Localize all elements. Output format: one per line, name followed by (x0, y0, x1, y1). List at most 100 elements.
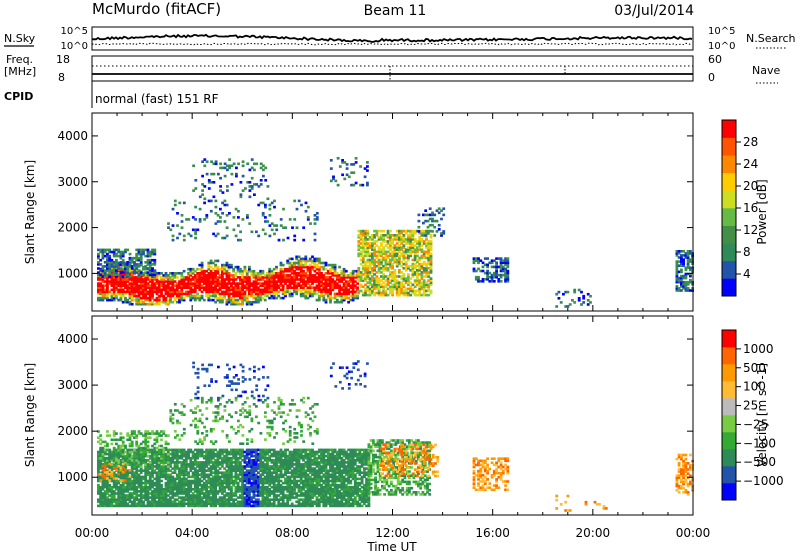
data-cell (112, 479, 116, 483)
data-cell (270, 490, 274, 493)
data-cell (488, 271, 492, 275)
data-cell (182, 465, 186, 468)
data-cell (211, 498, 215, 501)
data-cell (684, 272, 688, 276)
data-cell (223, 467, 226, 470)
data-cell (366, 269, 370, 272)
data-cell (189, 286, 193, 289)
data-cell (407, 273, 410, 276)
data-cell (364, 289, 367, 293)
data-cell (266, 504, 269, 508)
data-cell (398, 260, 401, 264)
data-cell (144, 290, 148, 294)
data-cell (214, 276, 217, 279)
data-cell (209, 282, 213, 285)
data-cell (302, 278, 305, 281)
data-cell (101, 477, 105, 481)
data-cell (209, 199, 213, 203)
data-cell (108, 494, 112, 497)
data-cell (130, 485, 134, 489)
data-cell (371, 269, 374, 272)
data-cell (422, 250, 426, 254)
data-cell (180, 214, 184, 217)
data-cell (266, 473, 269, 477)
data-cell (239, 193, 243, 196)
data-cell (322, 296, 326, 300)
data-cell (182, 234, 186, 238)
data-cell (236, 465, 240, 468)
data-cell (182, 477, 186, 481)
data-cell (266, 494, 269, 497)
data-cell (164, 494, 168, 497)
data-cell (311, 274, 314, 277)
data-cell (416, 254, 419, 258)
data-cell (218, 485, 222, 489)
data-cell (133, 498, 136, 501)
data-cell (119, 294, 123, 298)
data-cell (364, 231, 367, 235)
data-cell (223, 267, 226, 271)
data-cell (133, 463, 136, 466)
data-cell (234, 490, 238, 493)
data-cell (135, 492, 139, 495)
data-cell (164, 454, 168, 458)
data-cell (366, 273, 370, 276)
data-cell (232, 276, 235, 279)
data-cell (171, 286, 175, 289)
data-cell (250, 292, 254, 296)
data-cell (326, 288, 330, 292)
data-cell (139, 481, 143, 485)
data-cell (252, 463, 256, 466)
data-cell (200, 465, 204, 468)
data-cell (250, 302, 254, 306)
data-cell (689, 266, 692, 270)
data-cell (232, 492, 235, 495)
data-cell (164, 272, 168, 275)
data-cell (121, 485, 125, 489)
data-cell (148, 492, 152, 495)
data-cell (684, 289, 688, 292)
data-cell (416, 279, 419, 282)
data-cell (411, 267, 415, 270)
data-cell (270, 274, 274, 277)
data-cell (106, 292, 109, 296)
data-cell (488, 261, 492, 265)
data-cell (135, 271, 139, 274)
data-cell (101, 252, 105, 256)
data-cell (241, 160, 245, 163)
data-cell (351, 280, 355, 283)
data-cell (275, 280, 278, 283)
data-cell (407, 242, 410, 245)
data-cell (133, 271, 136, 274)
data-cell (155, 298, 159, 302)
data-cell (288, 263, 292, 267)
data-cell (241, 164, 245, 168)
data-cell (428, 207, 432, 210)
data-cell (155, 504, 159, 508)
data-cell (299, 263, 303, 267)
data-cell (243, 267, 247, 271)
data-cell (103, 292, 107, 296)
data-cell (284, 294, 287, 298)
data-cell (682, 250, 685, 253)
data-cell (191, 452, 195, 456)
data-cell (338, 284, 341, 287)
data-cell (295, 261, 299, 265)
data-cell (211, 471, 215, 474)
data-cell (477, 261, 480, 265)
data-cell (151, 263, 154, 266)
data-cell (315, 265, 319, 269)
data-cell (236, 502, 240, 506)
data-cell (368, 293, 372, 297)
data-cell (351, 272, 355, 275)
data-cell (209, 459, 213, 462)
data-cell (261, 292, 265, 296)
data-cell (126, 481, 130, 485)
data-cell (166, 286, 170, 289)
data-cell (133, 496, 136, 499)
data-cell (180, 467, 184, 470)
data-cell (304, 292, 308, 296)
data-cell (398, 285, 401, 289)
data-cell (133, 290, 136, 294)
data-cell (304, 259, 308, 263)
